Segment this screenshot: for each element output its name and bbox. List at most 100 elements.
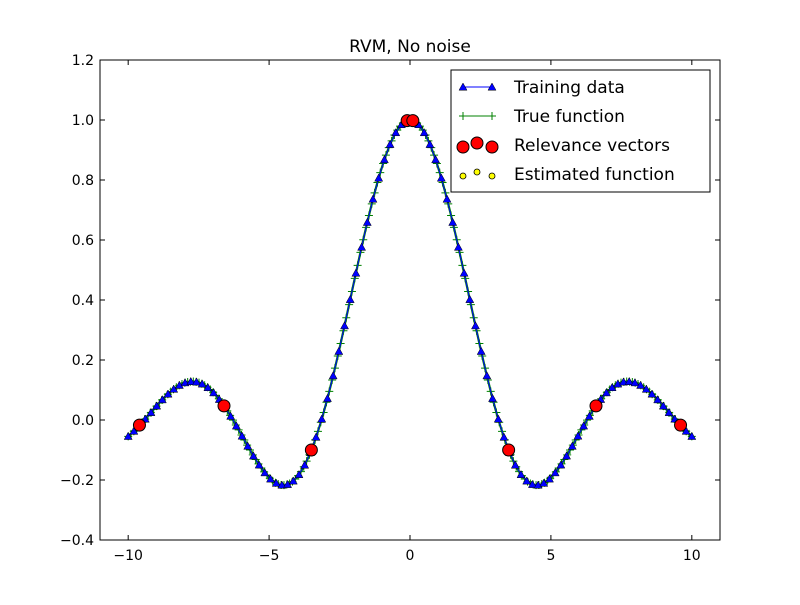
training-data-point [288,476,298,485]
legend-true-marker [488,112,496,120]
training-data-point [584,411,594,420]
x-tick-label: 10 [683,548,701,564]
training-data-point [539,478,549,487]
training-data-point [260,468,270,477]
legend-est-marker [459,172,467,180]
training-data-point [579,421,589,430]
training-data-point [488,393,497,402]
x-tick-label: 5 [546,548,555,564]
training-data-point [419,128,429,137]
training-data-point [425,139,435,148]
training-data-point [192,377,201,386]
plot-area [123,114,697,490]
relevance-vector-point [502,443,516,457]
legend-entry: True function [459,107,625,127]
training-data-point [328,371,338,380]
legend-label: True function [513,107,625,127]
training-data-point [653,395,663,404]
training-data-point [545,474,554,483]
y-tick-label: 0.4 [72,293,94,309]
x-tick-label: −10 [113,548,143,564]
x-axis: −10 −5 0 5 10 [113,60,701,564]
training-data-point [186,377,196,385]
training-data-point [493,414,503,423]
chart-title: RVM, No noise [349,37,471,57]
training-data-point [562,451,571,460]
training-data-point [374,173,384,182]
relevance-vector-point [217,399,231,413]
training-data-point [277,480,287,489]
training-data-point [510,460,520,469]
legend-rv-marker [456,140,470,154]
training-data-point [266,474,275,483]
training-data-point [431,155,441,164]
training-data-point [465,294,475,303]
y-tick-label: 0.2 [72,353,94,369]
training-data-point [203,383,213,391]
legend-est-marker [473,168,481,176]
training-data-point [391,128,401,137]
y-tick-label: 0.6 [72,233,94,249]
training-data-point [237,431,247,440]
training-data-point [209,388,219,397]
training-data-point [271,478,281,487]
training-data-point [146,407,156,416]
training-data-point [226,411,236,420]
y-tick-label: 0.8 [72,173,94,189]
training-data-point [471,321,480,330]
relevance-vector-point [674,418,688,432]
legend-training-marker [458,82,468,91]
training-data-point [522,476,532,485]
training-data-point [351,268,361,277]
training-data-point [664,407,674,416]
training-data-point [368,194,378,203]
training-data-point [658,401,668,410]
training-data-point [362,217,372,226]
legend-label: Estimated function [514,165,675,185]
x-tick-label: −5 [259,548,280,564]
training-data-point [687,431,697,440]
legend-rv-marker [485,140,499,154]
training-data-point [254,460,264,469]
y-tick-label: −0.2 [60,473,94,489]
training-data-point [340,321,349,330]
training-data-point [573,431,583,440]
training-data-point [317,414,327,423]
training-data-point [641,384,651,393]
training-data-point [499,432,509,441]
y-tick-label: 0.0 [72,413,94,429]
training-data-point [243,441,253,450]
axes-frame [99,59,721,541]
training-data-point [163,389,173,398]
legend-training-marker [487,82,497,91]
y-tick-label: −0.4 [60,533,94,549]
training-data-point [567,441,577,450]
training-data-point [556,460,566,469]
training-data-point [385,139,395,148]
training-data-point [476,346,486,355]
legend-label: Relevance vectors [514,136,670,156]
legend: Training data True function Relevance vect… [450,69,711,193]
legend-entry: Training data [458,78,625,98]
training-data-point [157,395,167,404]
training-data-point [601,388,611,397]
training-data-point [681,426,691,435]
training-data-point [630,378,640,387]
training-data-point [647,389,657,398]
training-data-point [129,426,139,435]
legend-entry: Estimated function [459,165,675,185]
relevance-vector-point [589,399,603,413]
x-tick-label: 0 [406,548,415,564]
legend-est-marker [488,172,496,180]
legend-true-marker [459,112,467,120]
training-data-point [152,401,162,410]
training-data-point [300,460,310,469]
relevance-vector-point [406,114,420,128]
training-data-point [619,377,628,386]
training-data-point [311,432,321,441]
training-data-point [448,217,458,226]
y-axis: −0.4 −0.2 0.0 0.2 0.4 0.6 0.8 1.0 1.2 [60,53,720,549]
training-data-point [323,393,332,402]
